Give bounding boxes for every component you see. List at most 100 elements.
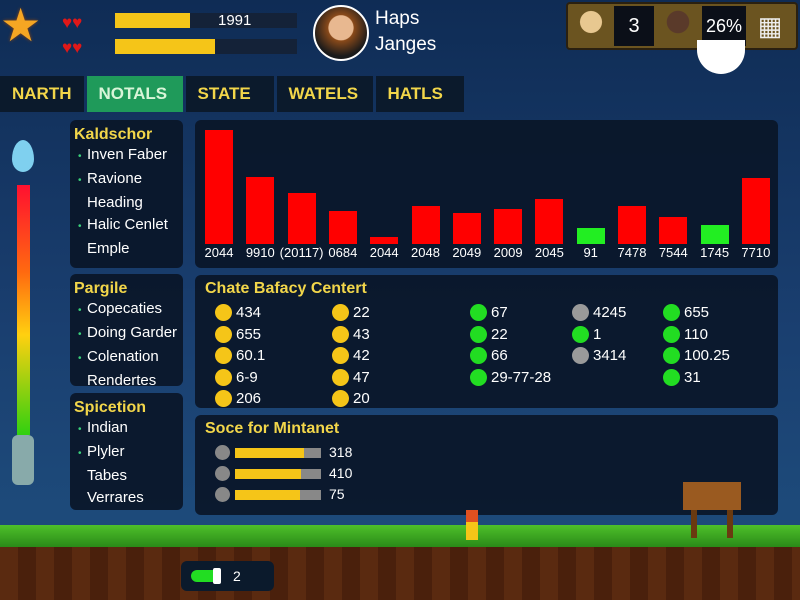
water-drop-icon <box>12 140 34 172</box>
status-dot-icon <box>215 390 232 407</box>
stats-panel: Chate Bafacy Centert 434 655 60.1 6-9 206 22 4… <box>195 275 778 408</box>
sidebar-item[interactable]: Rendertes <box>74 370 179 392</box>
bar-label: 2044 <box>369 245 399 260</box>
bottom-bar: 2 <box>181 561 274 591</box>
chart-bar <box>287 193 316 244</box>
chart-bar <box>741 177 770 244</box>
bar-label: 2048 <box>411 245 440 260</box>
sidebar-item[interactable]: • Colenation <box>74 346 179 370</box>
sidebar-item[interactable]: • Plyler <box>74 441 179 465</box>
wooden-hut <box>683 482 741 538</box>
stat-value: 47 <box>353 368 370 386</box>
chart-bar <box>411 205 440 244</box>
bar-label: 7544 <box>658 245 688 260</box>
chart-bar <box>576 228 605 244</box>
status-dot-icon <box>332 368 349 386</box>
player-character <box>466 510 478 540</box>
chart-bar <box>246 176 275 244</box>
bar-label: 2049 <box>452 245 482 260</box>
tab-hatls[interactable]: HATLS <box>375 76 464 112</box>
stat-value: 31 <box>684 368 701 386</box>
sidebar-item-label: Doing Garder <box>87 324 178 341</box>
score-value: 75 <box>329 486 345 502</box>
sidebar-item-label: Ravione <box>87 170 143 187</box>
sidebar-item[interactable]: • Indian <box>74 417 179 441</box>
stat-item: 100.25 <box>663 347 730 364</box>
sidebar-item[interactable]: Tabes <box>74 465 179 487</box>
sidebar-item-label: Heading <box>87 194 143 211</box>
toggle-switch[interactable] <box>191 568 221 584</box>
chart-bar <box>700 225 729 244</box>
tab-narth[interactable]: NARTH <box>0 76 84 112</box>
sidebar-item[interactable]: • Ravione <box>74 168 179 192</box>
bar-label: 2045 <box>534 245 564 260</box>
sidebar-item[interactable]: • Doing Garder <box>74 322 179 346</box>
sidebar-item[interactable]: • Inven Faber <box>74 144 179 168</box>
stat-value: 434 <box>236 304 262 321</box>
score-value: 318 <box>329 444 353 460</box>
tab-notals[interactable]: NOTALS <box>86 76 183 112</box>
bullet-icon: • <box>78 175 82 186</box>
bullet-icon: • <box>78 353 82 364</box>
sidebar-item-label: Emple <box>87 240 130 257</box>
tab-state[interactable]: STATE <box>185 76 274 112</box>
status-dot-icon <box>332 304 349 321</box>
menu-grid-icon[interactable]: ▦ <box>757 11 783 41</box>
stat-item: 6-9 <box>215 368 258 386</box>
bar-label: 7478 <box>617 245 647 260</box>
stat-item: 434 <box>215 304 261 321</box>
stat-value: 67 <box>491 304 508 321</box>
status-dot-icon <box>332 347 349 364</box>
status-dot-icon <box>663 304 680 321</box>
score-bar <box>235 469 321 479</box>
status-dot-icon <box>215 347 232 364</box>
stat-value: 1 <box>593 325 602 343</box>
score-value: 410 <box>329 465 353 481</box>
stat-value: 6-9 <box>236 368 258 386</box>
stat-value: 66 <box>491 347 508 364</box>
health-bar <box>115 13 297 28</box>
bar-label: (20117) <box>279 245 324 260</box>
player-name-1: Haps <box>375 8 420 29</box>
chart-bar <box>328 210 357 244</box>
stat-value: 4245 <box>593 304 627 321</box>
mana-bar <box>115 39 297 54</box>
sidebar-item[interactable]: Verrares <box>74 487 179 509</box>
stat-value: 22 <box>491 325 508 343</box>
score-bar-fill <box>235 448 304 458</box>
status-dot-icon <box>215 325 232 343</box>
sidebar-item-label: Plyler <box>87 443 125 460</box>
stat-item: 29-77-28 <box>470 368 551 386</box>
sidebar-item[interactable]: Emple <box>74 238 179 260</box>
percent: 26% <box>702 6 746 46</box>
gauge-base-icon <box>12 435 34 485</box>
grass <box>0 525 800 547</box>
tab-watels[interactable]: WATELS <box>276 76 373 112</box>
counter: 3 <box>614 6 654 46</box>
star-icon: ★ <box>0 0 42 51</box>
sidebar-item[interactable]: • Halic Cenlet <box>74 214 179 238</box>
sidebar-title: Spicetion <box>74 399 147 416</box>
moon <box>697 40 745 74</box>
stat-item: 655 <box>215 325 262 343</box>
bar-label: 7710 <box>741 245 771 260</box>
bottom-count: 2 <box>233 568 241 584</box>
stat-item: 4245 <box>572 304 626 321</box>
chart-bar <box>535 199 564 244</box>
status-dot-icon <box>663 325 680 343</box>
avatar[interactable] <box>313 5 369 61</box>
stat-value: 655 <box>236 325 262 343</box>
character-portrait-icon <box>572 6 610 46</box>
sidebar-item[interactable]: • Copecaties <box>74 298 179 322</box>
bar-label: 9910 <box>245 245 275 260</box>
sidebar-item-label: Halic Cenlet <box>87 216 168 233</box>
stat-item: 20 <box>332 390 370 407</box>
bullet-icon: • <box>78 424 82 435</box>
stat-item: 47 <box>332 368 370 386</box>
character-portrait-icon <box>658 6 698 46</box>
status-dot-icon <box>470 325 487 343</box>
sidebar-item[interactable]: Heading <box>74 192 179 214</box>
stat-item: 206 <box>215 390 261 407</box>
stat-item: 3414 <box>572 347 626 364</box>
chart-bar <box>452 212 481 244</box>
